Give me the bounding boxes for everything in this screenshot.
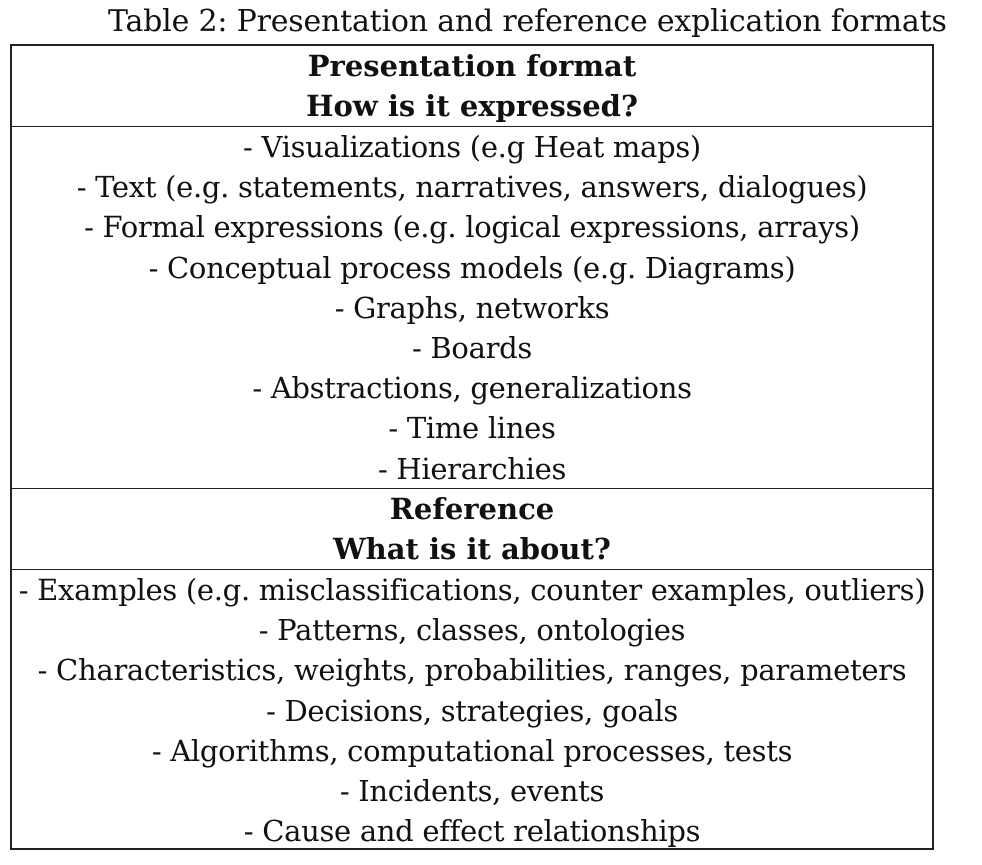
list-item: - Abstractions, generalizations bbox=[252, 371, 692, 406]
list-item: - Hierarchies bbox=[377, 451, 567, 486]
list-item: - Text (e.g. statements, narratives, ans… bbox=[76, 170, 868, 205]
list-item: - Formal expressions (e.g. logical expre… bbox=[84, 210, 860, 245]
list-item: - Time lines bbox=[388, 411, 556, 446]
list-item: - Visualizations (e.g Heat maps) bbox=[243, 130, 701, 164]
list-item: - Characteristics, weights, probabilitie… bbox=[37, 653, 907, 688]
list-item: - Cause and effect relationships bbox=[243, 814, 701, 849]
list-item: - Graphs, networks bbox=[334, 290, 610, 325]
presentation-header-title: Presentation format bbox=[307, 49, 637, 83]
presentation-items-cell: - Visualizations (e.g Heat maps) - Text … bbox=[12, 127, 932, 489]
reference-header-title: Reference bbox=[389, 492, 555, 526]
reference-header-cell: Reference What is it about? bbox=[12, 489, 932, 570]
list-item: - Algorithms, computational processes, t… bbox=[151, 733, 793, 768]
table-caption: Table 2: Presentation and reference expl… bbox=[108, 4, 947, 39]
list-item: - Incidents, events bbox=[339, 773, 605, 808]
list-item: - Examples (e.g. misclassifications, cou… bbox=[18, 573, 926, 607]
list-item: - Boards bbox=[412, 330, 532, 365]
explication-formats-table: Presentation format How is it expressed?… bbox=[10, 44, 934, 850]
reference-items-cell: - Examples (e.g. misclassifications, cou… bbox=[12, 570, 932, 851]
list-item: - Decisions, strategies, goals bbox=[266, 693, 678, 728]
presentation-header-cell: Presentation format How is it expressed? bbox=[12, 46, 932, 127]
presentation-items-list: - Visualizations (e.g Heat maps) - Text … bbox=[12, 127, 932, 489]
reference-items-list: - Examples (e.g. misclassifications, cou… bbox=[12, 570, 932, 851]
reference-header-question: What is it about? bbox=[333, 532, 611, 566]
list-item: - Patterns, classes, ontologies bbox=[258, 613, 686, 648]
list-item: - Conceptual process models (e.g. Diagra… bbox=[148, 250, 796, 285]
presentation-header-question: How is it expressed? bbox=[306, 89, 638, 123]
